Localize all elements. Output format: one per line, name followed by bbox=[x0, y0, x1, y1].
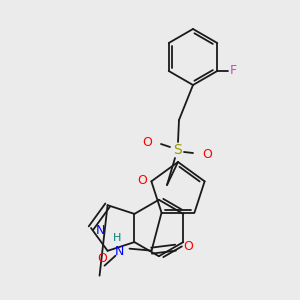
Text: N: N bbox=[115, 245, 124, 258]
Text: N: N bbox=[95, 224, 105, 236]
Text: F: F bbox=[230, 64, 237, 77]
Text: H: H bbox=[113, 233, 122, 243]
Text: O: O bbox=[98, 252, 107, 265]
Text: O: O bbox=[137, 174, 147, 187]
Text: O: O bbox=[184, 240, 194, 253]
Text: O: O bbox=[142, 136, 152, 148]
Text: O: O bbox=[202, 148, 212, 160]
Text: S: S bbox=[172, 143, 182, 157]
